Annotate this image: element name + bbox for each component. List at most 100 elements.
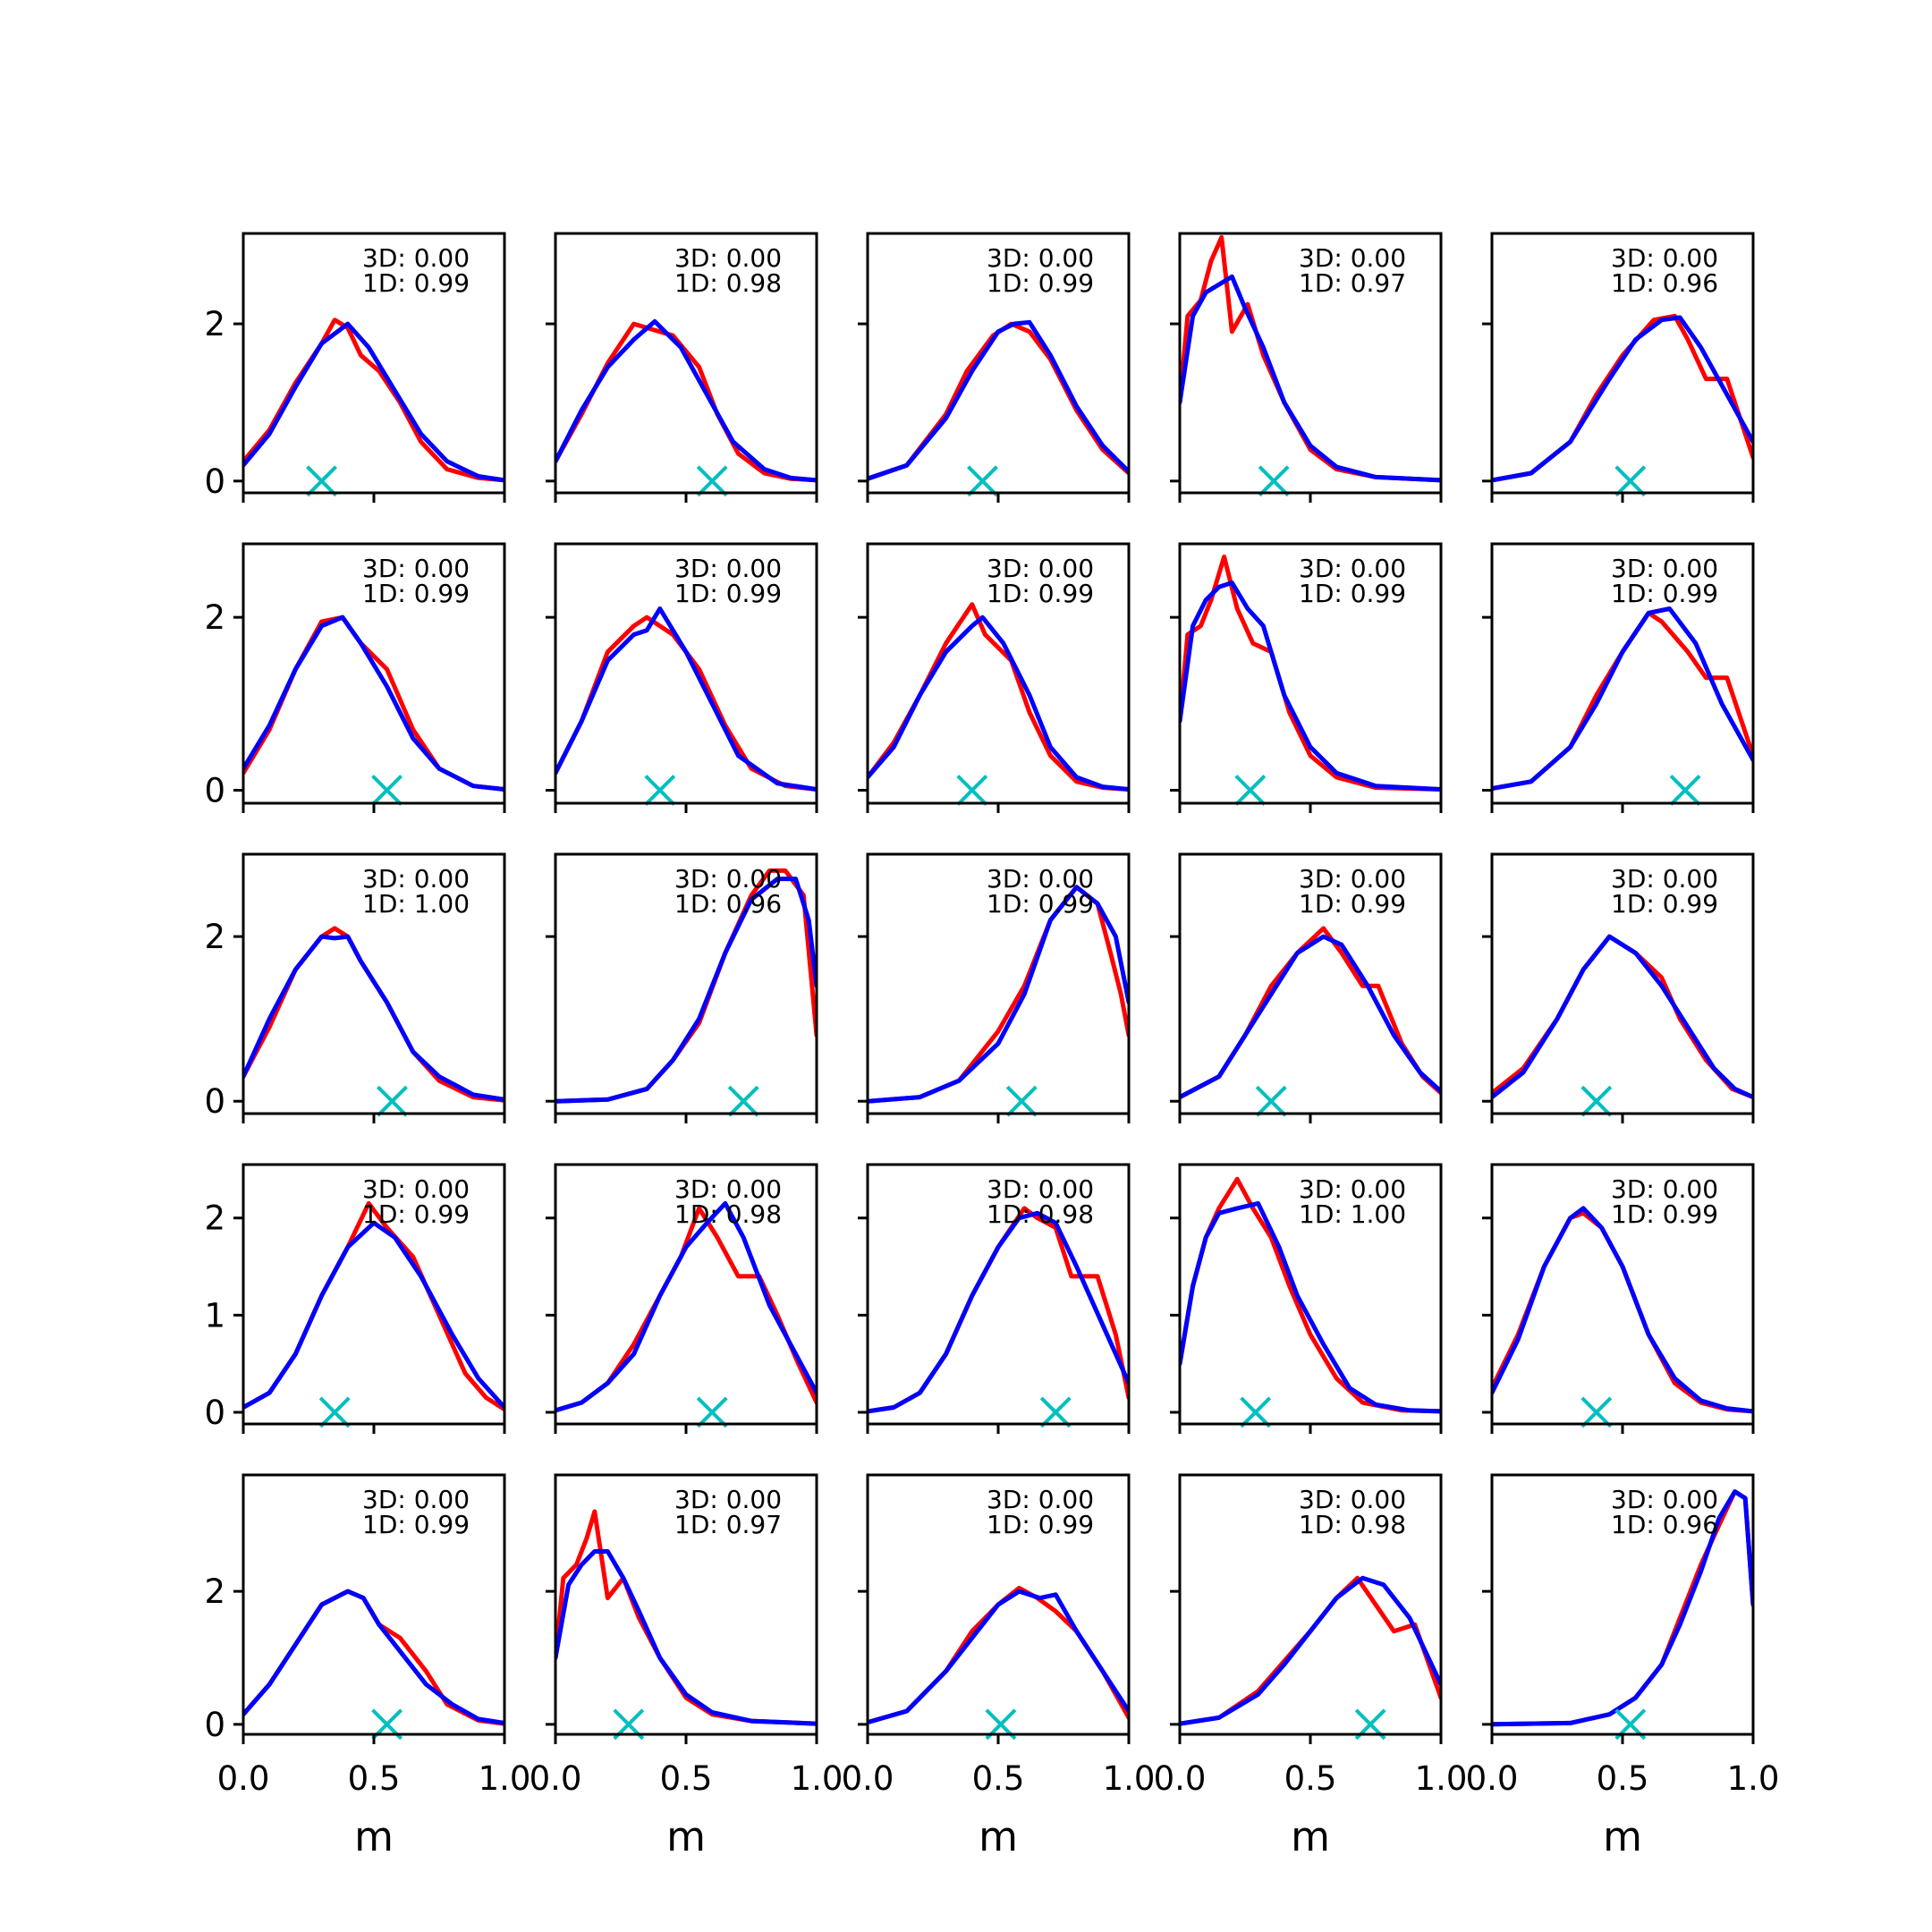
x-tick-label: 1.0: [1103, 1759, 1156, 1798]
annotation-1d: 1D: 1.00: [362, 889, 470, 919]
annotation-3d: 3D: 0.00: [1299, 243, 1406, 273]
annotation-3d: 3D: 0.00: [987, 243, 1094, 273]
series-a-line: [555, 614, 817, 792]
series-group: [1492, 606, 1753, 792]
series-b-line: [1180, 274, 1441, 483]
annotation-1d: 1D: 0.99: [987, 1510, 1094, 1539]
estimate-x-marker: [1580, 1085, 1613, 1117]
series-b-line: [1180, 1575, 1441, 1726]
annotation-1d: 1D: 0.96: [1611, 268, 1718, 298]
series-b-line: [1180, 1200, 1441, 1414]
series-group: [1492, 1489, 1753, 1727]
x-tick-label: 0.0: [530, 1759, 582, 1798]
series-b-line: [555, 877, 817, 1104]
annotation-3d: 3D: 0.00: [987, 1174, 1094, 1204]
series-group: [1180, 926, 1441, 1100]
series-group: [868, 602, 1129, 792]
series-a-line: [1180, 1575, 1441, 1726]
x-axis-label: m: [666, 1813, 706, 1860]
series-b-line: [1180, 934, 1441, 1100]
estimate-x-marker: [1255, 1085, 1287, 1117]
series-b-line: [868, 1210, 1129, 1414]
series-b-line: [1492, 606, 1753, 792]
x-tick-label: 0.5: [1597, 1759, 1649, 1798]
series-group: [868, 885, 1129, 1104]
series-b-line: [1180, 580, 1441, 792]
y-tick-label: 0: [204, 1394, 225, 1432]
x-tick-label: 0.0: [1466, 1759, 1519, 1798]
y-tick-label: 2: [204, 305, 225, 343]
series-group: [1180, 234, 1441, 483]
series-group: [1180, 1176, 1441, 1414]
x-tick-label: 0.5: [1284, 1759, 1337, 1798]
estimate-x-marker: [727, 1085, 759, 1117]
annotation-3d: 3D: 0.00: [362, 243, 470, 273]
estimate-x-marker: [371, 775, 403, 806]
series-b-line: [555, 318, 817, 483]
annotation-3d: 3D: 0.00: [987, 864, 1094, 894]
series-a-line: [243, 1200, 504, 1412]
estimate-x-marker: [1240, 1396, 1272, 1428]
estimate-x-marker: [1669, 775, 1701, 806]
annotation-1d: 1D: 0.99: [1611, 579, 1718, 608]
series-group: [555, 868, 817, 1104]
series-a-line: [243, 318, 504, 483]
series-group: [555, 318, 817, 483]
estimate-x-marker: [696, 465, 728, 497]
estimate-x-marker: [1614, 465, 1647, 497]
annotation-1d: 1D: 0.97: [674, 1510, 782, 1539]
series-group: [243, 1200, 504, 1412]
x-tick-label: 1.0: [1727, 1759, 1780, 1798]
x-axis-label: m: [1603, 1813, 1642, 1860]
series-a-line: [555, 1206, 817, 1413]
y-tick-label: 2: [204, 1572, 225, 1611]
series-b-line: [243, 321, 504, 483]
series-a-line: [555, 321, 817, 483]
annotation-1d: 1D: 0.99: [1299, 579, 1406, 608]
series-a-line: [868, 1206, 1129, 1414]
annotation-3d: 3D: 0.00: [987, 554, 1094, 583]
series-a-line: [1492, 610, 1753, 792]
annotation-3d: 3D: 0.00: [674, 1485, 782, 1514]
series-group: [1492, 313, 1753, 483]
estimate-x-marker: [318, 1396, 351, 1428]
series-b-line: [243, 934, 504, 1102]
annotation-1d: 1D: 0.96: [1611, 1510, 1718, 1539]
series-b-line: [868, 614, 1129, 792]
annotation-1d: 1D: 0.98: [674, 268, 782, 298]
annotation-3d: 3D: 0.00: [362, 1485, 470, 1514]
series-b-line: [555, 606, 817, 792]
estimate-x-marker: [1005, 1085, 1038, 1117]
annotation-3d: 3D: 0.00: [1611, 1174, 1718, 1204]
annotation-3d: 3D: 0.00: [1299, 864, 1406, 894]
x-tick-label: 1.0: [791, 1759, 843, 1798]
series-a-line: [1492, 313, 1753, 483]
x-tick-label: 0.0: [842, 1759, 894, 1798]
annotation-1d: 1D: 0.99: [987, 889, 1094, 919]
series-b-line: [243, 1220, 504, 1410]
annotation-3d: 3D: 0.00: [1611, 864, 1718, 894]
estimate-x-marker: [967, 465, 998, 497]
annotation-1d: 1D: 0.98: [1299, 1510, 1406, 1539]
series-b-line: [868, 1589, 1129, 1725]
annotation-1d: 1D: 0.98: [987, 1199, 1094, 1229]
annotation-1d: 1D: 0.98: [674, 1199, 782, 1229]
series-b-line: [1492, 1489, 1753, 1727]
y-tick-label: 0: [204, 462, 225, 501]
annotation-1d: 1D: 0.99: [362, 268, 470, 298]
annotation-1d: 1D: 0.99: [674, 579, 782, 608]
annotation-1d: 1D: 0.97: [1299, 268, 1406, 298]
annotation-1d: 1D: 0.99: [362, 1199, 470, 1229]
series-group: [555, 1509, 817, 1726]
